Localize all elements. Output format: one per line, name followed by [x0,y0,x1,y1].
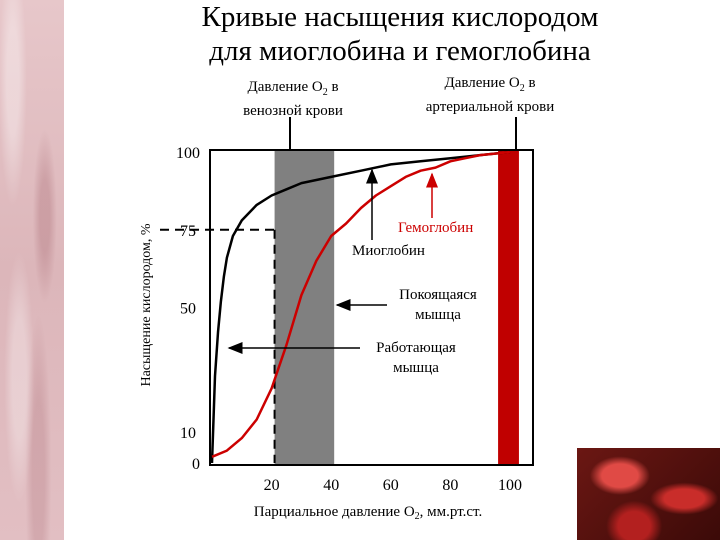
x-axis-title: Парциальное давление O2, мм.рт.ст. [254,504,482,522]
y-tick-label: 0 [192,456,200,473]
pressure-band-0 [274,150,335,465]
y-tick-label: 10 [180,425,196,442]
arterial-label-text-end: в [524,75,536,91]
arterial-label-subscript: 2 [519,83,525,94]
myoglobin-annotation: Миоглобин [352,243,425,259]
guide-lines [160,228,276,463]
series-line-myoglobin [210,150,511,464]
title-line-2: для миоглобина и гемоглобина [209,35,591,67]
series-line-hemoglobin [211,150,511,458]
arterial-pressure-label: Давление O2 в артериальной крови [405,74,575,117]
x-tick-label: 100 [498,477,522,494]
page-title: Кривые насыщения кислородом для миоглоби… [110,0,690,68]
working-muscle-line2: мышца [393,360,439,376]
y-tick-label: 50 [180,301,196,318]
pressure-band-1 [498,150,519,465]
tick-labels: 20 40 60 80 100 0 10 50 75 100 [176,145,522,494]
red-blood-cells-image [577,448,720,540]
venous-pressure-label: Давление O2 в венозной крови [218,78,368,121]
venous-label-subscript: 2 [322,87,328,98]
y-axis-title: Насыщение кислородом, % [139,223,154,386]
plot-frame [209,149,534,466]
title-line-1: Кривые насыщения кислородом [201,1,599,33]
x-tick-label: 80 [442,477,458,494]
y-tick-label: 75 [180,223,196,240]
pressure-bands [274,150,519,465]
resting-muscle-line2: мышца [415,307,461,323]
working-muscle-line1: Работающая [376,340,456,356]
arterial-label-line2: артериальной крови [425,99,555,115]
y-tick-label: 100 [176,145,200,162]
x-axis-title-main: Парциальное давление O [254,504,415,520]
x-tick-label: 20 [264,477,280,494]
x-tick-label: 60 [383,477,399,494]
hemoglobin-annotation: Гемоглобин [398,220,473,236]
venous-label-line2: венозной крови [243,103,343,119]
venous-label-text: Давление O [247,79,323,95]
x-axis-title-end: , мм.рт.ст. [420,504,483,520]
x-tick-label: 40 [323,477,339,494]
x-axis-title-sub: 2 [415,511,420,522]
decorative-side-strip [0,0,64,540]
arterial-label-text: Давление O [444,75,520,91]
curves [210,150,511,464]
venous-label-text-end: в [327,79,339,95]
resting-muscle-line1: Покоящаяся [399,287,477,303]
